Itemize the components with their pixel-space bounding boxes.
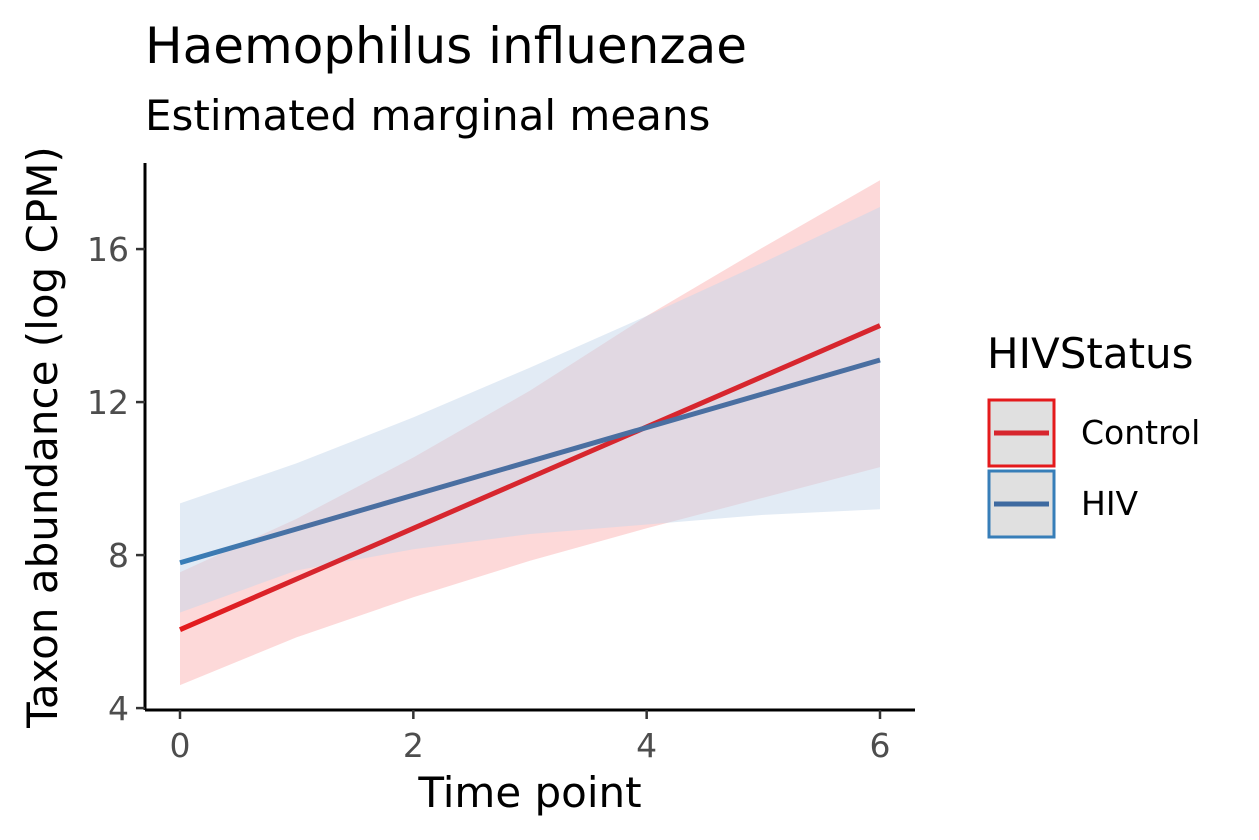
chart-subtitle: Estimated marginal means: [145, 91, 710, 140]
line-control: [179, 323, 881, 632]
legend-title: HIVStatus: [987, 329, 1194, 378]
x-tick-label: 2: [403, 726, 424, 765]
y-tick-label: 4: [108, 689, 129, 728]
y-tick-label: 8: [108, 536, 129, 575]
chart-title: Haemophilus influenzae: [145, 17, 747, 75]
plot-area: 0 2 4 6 4 8 12 16: [87, 163, 915, 765]
legend-label-control: Control: [1081, 413, 1200, 452]
y-tick-label: 16: [87, 230, 129, 269]
legend-item-hiv: HIV: [987, 469, 1139, 539]
line-hiv: [179, 357, 881, 566]
x-tick-label: 6: [870, 726, 891, 765]
legend-label-hiv: HIV: [1081, 484, 1139, 523]
legend: HIVStatus Control HIV: [987, 329, 1200, 539]
y-tick-label: 12: [87, 383, 129, 422]
x-tick-label: 4: [636, 726, 657, 765]
x-axis-label: Time point: [417, 768, 641, 817]
x-tick-label: 0: [170, 726, 191, 765]
y-axis-label: Taxon abundance (log CPM): [18, 146, 67, 729]
legend-item-control: Control: [987, 398, 1200, 468]
